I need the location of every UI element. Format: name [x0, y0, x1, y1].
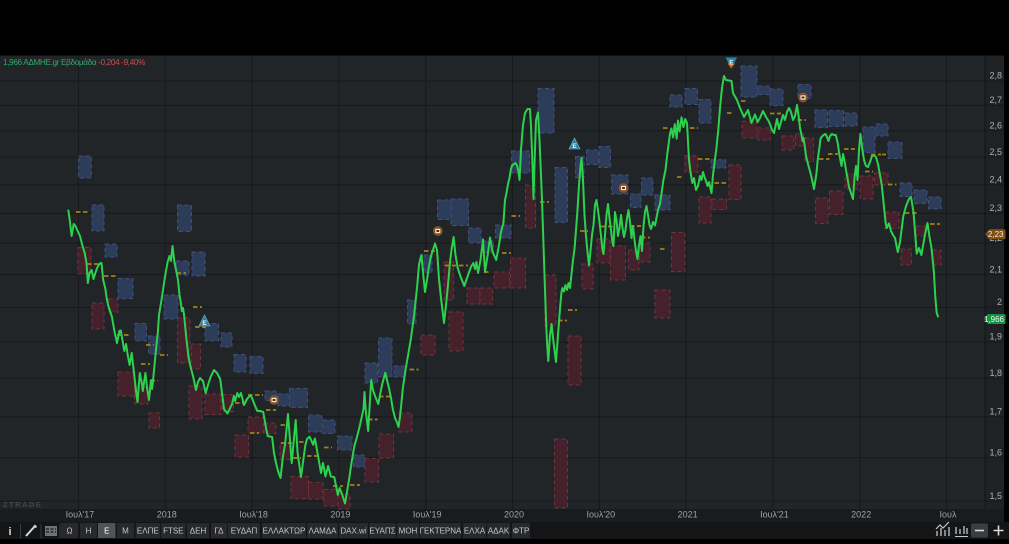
- svg-text:Ιουλ'21: Ιουλ'21: [760, 510, 789, 520]
- svg-text:2018: 2018: [157, 510, 177, 520]
- svg-text:Ω: Ω: [67, 527, 73, 536]
- svg-text:2,4: 2,4: [989, 174, 1002, 184]
- svg-text:1,6: 1,6: [989, 447, 1002, 457]
- svg-text:1,9: 1,9: [989, 332, 1002, 342]
- svg-text:Ιουλ'17: Ιουλ'17: [66, 510, 95, 520]
- svg-text:ΓΔ: ΓΔ: [214, 527, 224, 536]
- svg-text:ΕΥΔΑΠ: ΕΥΔΑΠ: [231, 527, 258, 536]
- svg-text:ΔΕΗ: ΔΕΗ: [190, 527, 207, 536]
- svg-text:1,8: 1,8: [989, 368, 1002, 378]
- svg-text:1,7: 1,7: [989, 407, 1002, 417]
- svg-text:1,966 ΑΔΜΗΕ.gr Εβδομάδα -0,204: 1,966 ΑΔΜΗΕ.gr Εβδομάδα -0,204 -9,40%: [3, 58, 145, 67]
- svg-text:Ιουλ'19: Ιουλ'19: [413, 510, 442, 520]
- svg-text:2019: 2019: [330, 510, 350, 520]
- svg-text:Ιουλ'20: Ιουλ'20: [586, 510, 615, 520]
- svg-text:2,3: 2,3: [989, 203, 1002, 213]
- svg-text:ΛΑΜΔΑ: ΛΑΜΔΑ: [308, 527, 337, 536]
- svg-text:ΕΥΑΠΣ: ΕΥΑΠΣ: [369, 527, 395, 536]
- svg-text:ΜΟΗ: ΜΟΗ: [399, 527, 418, 536]
- svg-text:Μ: Μ: [122, 527, 129, 536]
- svg-text:E: E: [572, 143, 577, 150]
- svg-text:1,5: 1,5: [989, 491, 1002, 501]
- svg-text:2021: 2021: [678, 510, 698, 520]
- svg-text:Ιουλ: Ιουλ: [940, 510, 957, 520]
- svg-text:Ε: Ε: [104, 527, 109, 536]
- svg-text:1,966: 1,966: [984, 315, 1005, 324]
- svg-text:ΕΛΛΑΚΤΩΡ: ΕΛΛΑΚΤΩΡ: [263, 527, 306, 536]
- svg-text:ΑΔΑΚ: ΑΔΑΚ: [488, 527, 510, 536]
- svg-text:E: E: [729, 61, 733, 67]
- svg-text:Η: Η: [86, 527, 92, 536]
- svg-text:2,5: 2,5: [989, 147, 1002, 157]
- svg-text:2,7: 2,7: [989, 95, 1002, 105]
- svg-text:2,1: 2,1: [989, 264, 1002, 274]
- svg-text:FTSE: FTSE: [163, 527, 183, 536]
- svg-text:ΦΤΡ: ΦΤΡ: [513, 527, 530, 536]
- svg-text:E: E: [202, 320, 207, 327]
- svg-text:2,6: 2,6: [989, 121, 1002, 131]
- svg-text:ΕΛΧΑ: ΕΛΧΑ: [464, 527, 486, 536]
- svg-text:2,8: 2,8: [989, 71, 1002, 81]
- svg-text:ZTRADE: ZTRADE: [3, 500, 42, 509]
- svg-text:2020: 2020: [504, 510, 524, 520]
- svg-text:i: i: [9, 526, 12, 538]
- svg-text:ΕΛΠΕ: ΕΛΠΕ: [137, 527, 159, 536]
- svg-text:Ιουλ'18: Ιουλ'18: [239, 510, 268, 520]
- svg-text:2: 2: [997, 297, 1002, 307]
- svg-text:2,23: 2,23: [988, 230, 1004, 239]
- svg-text:DAX.wi: DAX.wi: [340, 527, 366, 536]
- svg-text:ΓΕΚΤΕΡΝΑ: ΓΕΚΤΕΡΝΑ: [420, 527, 462, 536]
- svg-text:2022: 2022: [851, 510, 871, 520]
